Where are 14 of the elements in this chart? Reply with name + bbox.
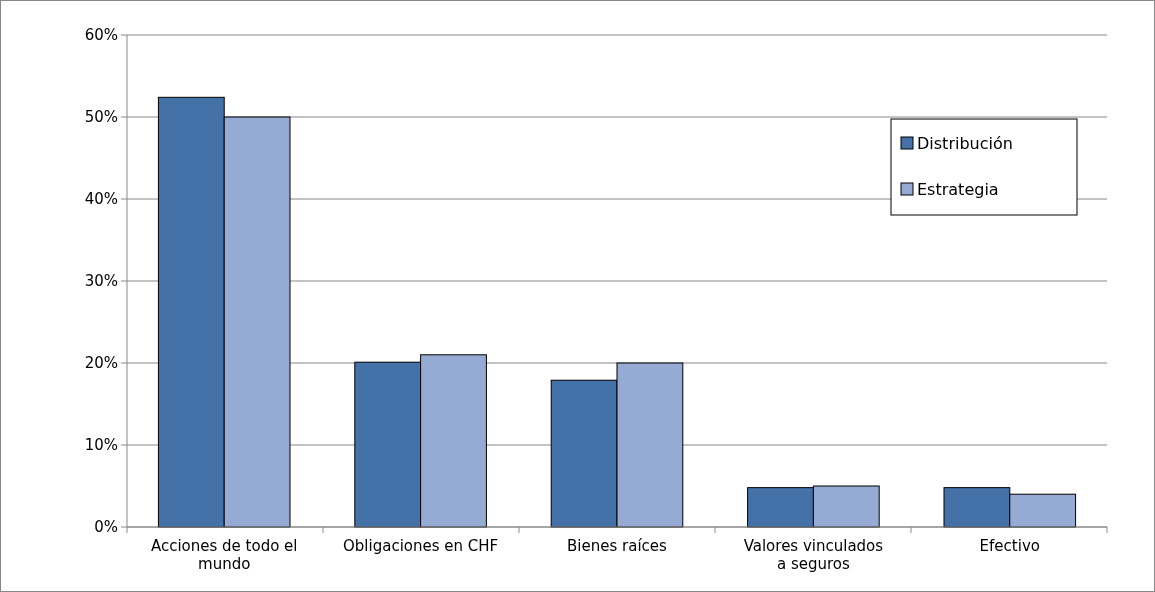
x-tick-label: Bienes raíces: [567, 537, 668, 555]
y-tick-label: 60%: [84, 26, 118, 45]
y-tick-label: 30%: [84, 272, 118, 291]
legend-label: Estrategia: [917, 179, 999, 199]
x-tick-label: Efectivo: [979, 537, 1040, 555]
y-tick-label: 20%: [84, 354, 118, 373]
legend-label: Distribución: [917, 133, 1013, 153]
y-tick-label: 40%: [84, 190, 118, 209]
y-tick-label: 0%: [94, 518, 118, 537]
y-tick-label: 50%: [84, 108, 118, 127]
x-tick-label: Obligaciones en CHF: [343, 537, 499, 555]
x-tick-label: Acciones de todo el mundo: [150, 537, 298, 573]
x-tick-label: Valores vinculados a seguros: [743, 537, 884, 573]
y-tick-label: 10%: [84, 436, 118, 455]
